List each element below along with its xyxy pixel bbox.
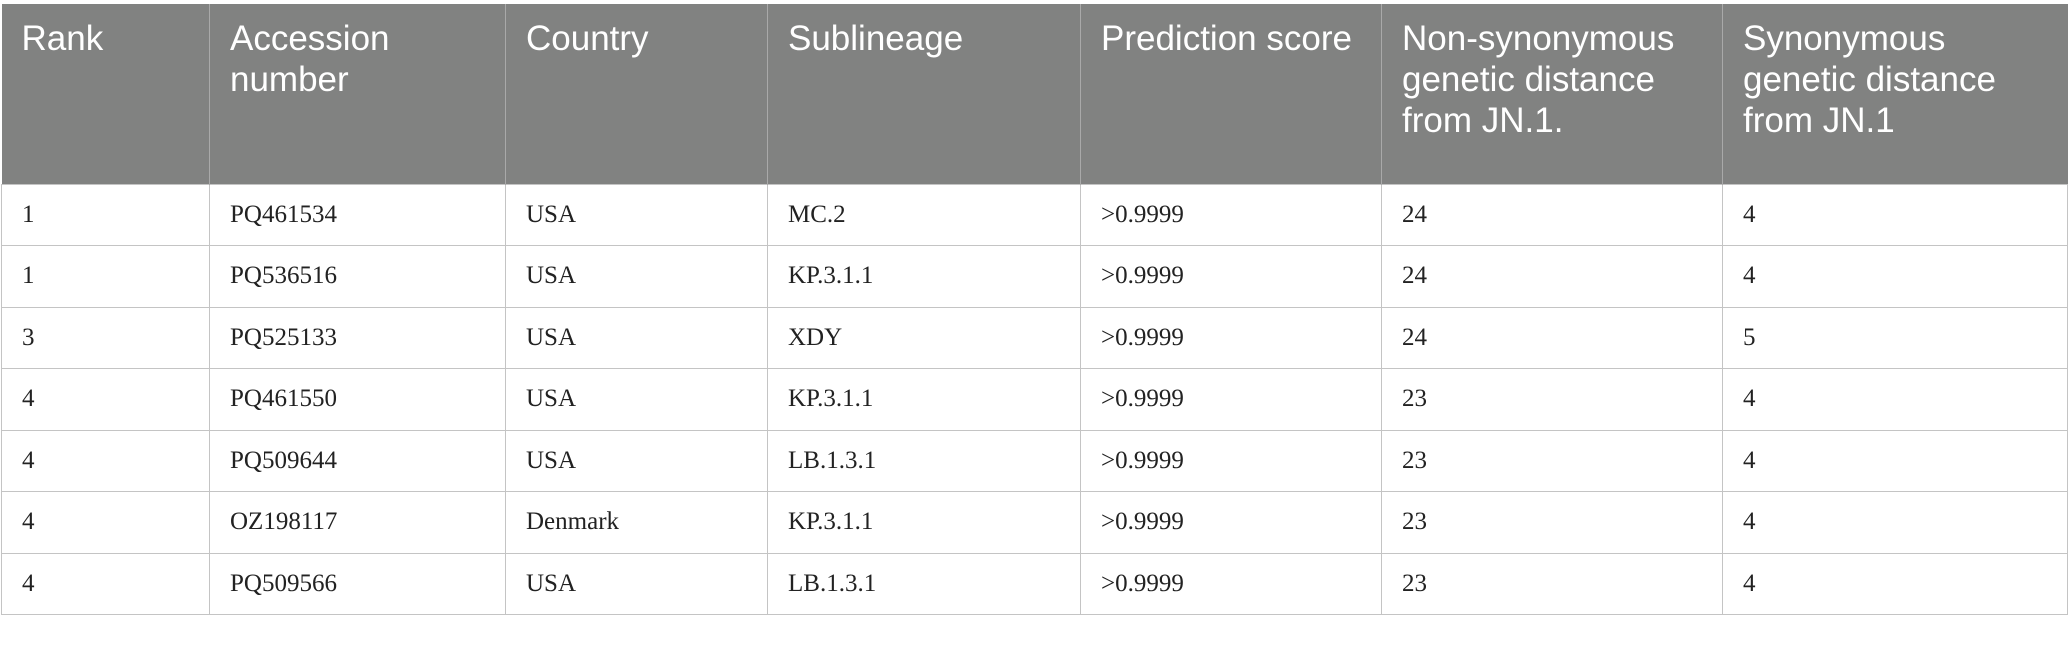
table-cell: >0.9999 bbox=[1080, 306, 1382, 369]
table-cell: LB.1.3.1 bbox=[767, 552, 1081, 615]
header-row: Rank Accession number Country Sublineage Pre… bbox=[1, 4, 2068, 184]
data-table: Rank Accession number Country Sublineage Pre… bbox=[1, 4, 2068, 615]
table-cell: OZ198117 bbox=[209, 491, 506, 554]
table-row: 3 PQ525133 USA XDY >0.9999 24 5 bbox=[1, 306, 2068, 369]
table-cell: 4 bbox=[1, 429, 210, 492]
table-row: 4 PQ509644 USA LB.1.3.1 >0.9999 23 4 bbox=[1, 429, 2068, 492]
table-cell: 4 bbox=[1722, 552, 2068, 615]
table-cell: 24 bbox=[1381, 306, 1723, 369]
table-cell: PQ509644 bbox=[209, 429, 506, 492]
table-cell: USA bbox=[505, 245, 768, 308]
table-cell: USA bbox=[505, 552, 768, 615]
header-cell: Rank bbox=[1, 4, 210, 184]
table-cell: KP.3.1.1 bbox=[767, 491, 1081, 554]
table-cell: 4 bbox=[1, 552, 210, 615]
table-cell: 4 bbox=[1, 491, 210, 554]
table-cell: 4 bbox=[1, 368, 210, 431]
header-cell: Country bbox=[505, 4, 768, 184]
table-cell: PQ461534 bbox=[209, 183, 506, 246]
header-cell: Sublineage bbox=[767, 4, 1081, 184]
table-cell: XDY bbox=[767, 306, 1081, 369]
table-cell: LB.1.3.1 bbox=[767, 429, 1081, 492]
table-cell: KP.3.1.1 bbox=[767, 368, 1081, 431]
table-row: 4 OZ198117 Denmark KP.3.1.1 >0.9999 23 4 bbox=[1, 491, 2068, 554]
table-cell: 4 bbox=[1722, 368, 2068, 431]
table-cell: 1 bbox=[1, 245, 210, 308]
table-cell: >0.9999 bbox=[1080, 552, 1382, 615]
table-cell: >0.9999 bbox=[1080, 429, 1382, 492]
table-cell: 4 bbox=[1722, 491, 2068, 554]
header-cell: Accession number bbox=[209, 4, 506, 184]
table-cell: USA bbox=[505, 183, 768, 246]
table-cell: PQ461550 bbox=[209, 368, 506, 431]
table-cell: 24 bbox=[1381, 183, 1723, 246]
table-cell: 5 bbox=[1722, 306, 2068, 369]
table-cell: MC.2 bbox=[767, 183, 1081, 246]
table-body: 1 PQ461534 USA MC.2 >0.9999 24 4 1 PQ536516 USA KP… bbox=[1, 183, 2068, 615]
table-cell: USA bbox=[505, 429, 768, 492]
header-cell: Prediction score bbox=[1080, 4, 1382, 184]
table-row: 4 PQ461550 USA KP.3.1.1 >0.9999 23 4 bbox=[1, 368, 2068, 431]
table-cell: 23 bbox=[1381, 491, 1723, 554]
table-cell: 4 bbox=[1722, 183, 2068, 246]
table-cell: >0.9999 bbox=[1080, 491, 1382, 554]
table-cell: KP.3.1.1 bbox=[767, 245, 1081, 308]
table-cell: >0.9999 bbox=[1080, 368, 1382, 431]
table-cell: 23 bbox=[1381, 368, 1723, 431]
table-cell: 23 bbox=[1381, 429, 1723, 492]
table-cell: >0.9999 bbox=[1080, 245, 1382, 308]
table-cell: PQ525133 bbox=[209, 306, 506, 369]
table-row: 4 PQ509566 USA LB.1.3.1 >0.9999 23 4 bbox=[1, 552, 2068, 615]
header-cell: Synonymous genetic distance from JN.1 bbox=[1722, 4, 2068, 184]
table-cell: USA bbox=[505, 306, 768, 369]
table-cell: 23 bbox=[1381, 552, 1723, 615]
table-row: 1 PQ536516 USA KP.3.1.1 >0.9999 24 4 bbox=[1, 245, 2068, 308]
table-cell: 1 bbox=[1, 183, 210, 246]
page: Rank Accession number Country Sublineage Pre… bbox=[0, 4, 2068, 650]
table-cell: 4 bbox=[1722, 245, 2068, 308]
table-cell: >0.9999 bbox=[1080, 183, 1382, 246]
header-cell: Non-synonymous genetic distance from JN.… bbox=[1381, 4, 1723, 184]
table-cell: PQ509566 bbox=[209, 552, 506, 615]
table-cell: 24 bbox=[1381, 245, 1723, 308]
table-cell: 3 bbox=[1, 306, 210, 369]
table-cell: PQ536516 bbox=[209, 245, 506, 308]
table-row: 1 PQ461534 USA MC.2 >0.9999 24 4 bbox=[1, 183, 2068, 246]
table-cell: USA bbox=[505, 368, 768, 431]
table-cell: Denmark bbox=[505, 491, 768, 554]
table-cell: 4 bbox=[1722, 429, 2068, 492]
